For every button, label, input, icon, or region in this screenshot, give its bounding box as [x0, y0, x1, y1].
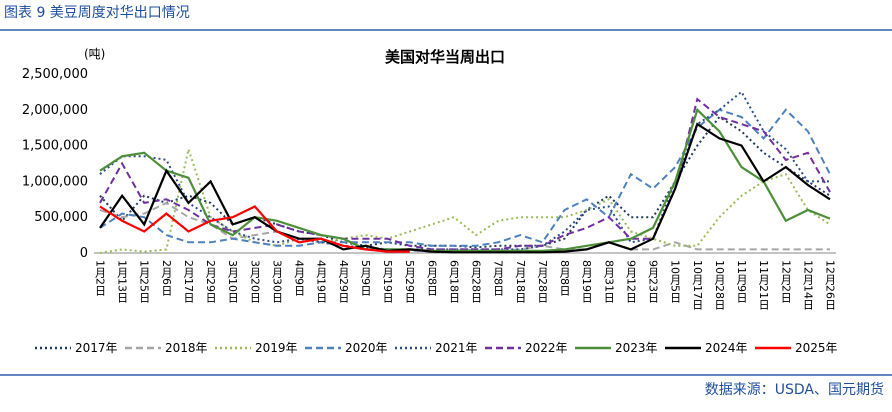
x-tick-label: 9月12日	[624, 260, 637, 303]
x-tick-label: 1月13日	[116, 260, 129, 303]
x-tick-label: 11月9日	[735, 260, 748, 303]
chart-title: 美国对华当周出口	[385, 48, 505, 66]
x-tick-label: 12月2日	[779, 260, 792, 303]
x-tick-label: 8月19日	[580, 260, 593, 303]
series-line	[99, 108, 831, 247]
x-tick-label: 10月17日	[691, 260, 704, 310]
legend-label: 2025年	[795, 341, 838, 355]
legend-label: 2018年	[165, 341, 208, 355]
x-tick-label: 8月8日	[558, 260, 571, 296]
x-tick-label: 4月29日	[337, 260, 350, 303]
legend-label: 2024年	[705, 341, 748, 355]
x-tick-label: 12月26日	[824, 260, 837, 310]
y-tick-label: 1,000,000	[22, 174, 88, 189]
x-tick-label: 1月25日	[138, 260, 151, 303]
x-tick-label: 10月28日	[713, 260, 726, 310]
x-tick-label: 1月2日	[94, 260, 107, 296]
series-line	[99, 205, 410, 253]
x-tick-label: 4月19日	[315, 260, 328, 303]
x-tick-label: 5月29日	[403, 260, 416, 303]
x-tick-label: 3月20日	[248, 260, 261, 303]
x-tick-label: 2月6日	[160, 260, 173, 296]
y-tick-label: 0	[80, 246, 88, 261]
x-tick-label: 4月9日	[293, 260, 306, 296]
y-tick-label: 1,500,000	[22, 139, 88, 154]
legend-label: 2017年	[75, 341, 118, 355]
x-tick-label: 2月17日	[182, 260, 195, 303]
series-line	[99, 107, 831, 252]
x-tick-label: 6月28日	[470, 260, 483, 303]
series-line	[99, 201, 830, 252]
x-tick-label: 12月14日	[801, 260, 814, 310]
legend-label: 2022年	[525, 341, 568, 355]
legend-label: 2021年	[435, 341, 478, 355]
series-line	[99, 90, 830, 251]
x-tick-label: 6月18日	[447, 260, 460, 303]
legend-label: 2023年	[615, 341, 658, 355]
x-tick-label: 8月31日	[602, 260, 615, 303]
x-tick-label: 5月19日	[381, 260, 394, 303]
x-tick-label: 10月5日	[669, 260, 682, 303]
x-tick-label: 3月30日	[270, 260, 283, 303]
series-line	[99, 97, 831, 251]
legend-label: 2019年	[255, 341, 298, 355]
y-tick-label: 2,500,000	[22, 67, 88, 82]
y-axis-label: (吨)	[84, 47, 105, 61]
x-tick-label: 7月18日	[514, 260, 527, 303]
source: 数据来源：USDA、国元期货	[705, 381, 884, 398]
x-tick-label: 7月8日	[492, 260, 505, 296]
x-tick-label: 2月29日	[204, 260, 217, 303]
series-line	[99, 145, 831, 254]
x-tick-label: 6月8日	[425, 260, 438, 296]
y-tick-label: 2,000,000	[22, 103, 88, 118]
header: 图表 9 美豆周度对华出口情况	[4, 5, 190, 21]
x-tick-label: 5月9日	[359, 260, 372, 296]
x-tick-label: 3月10日	[226, 260, 239, 303]
y-tick-label: 500,000	[34, 210, 88, 225]
x-tick-label: 11月21日	[757, 260, 770, 310]
legend-label: 2020年	[345, 341, 388, 355]
x-tick-label: 7月28日	[536, 260, 549, 303]
x-tick-label: 9月23日	[647, 260, 660, 303]
series-line	[99, 122, 831, 254]
